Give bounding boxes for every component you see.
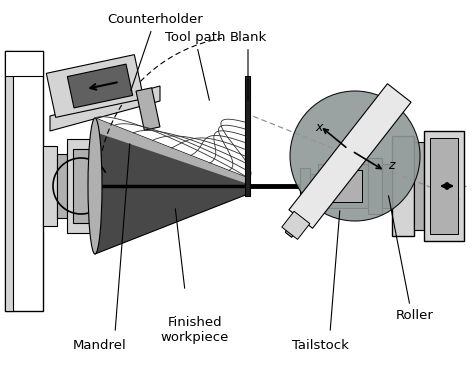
Bar <box>430 138 458 234</box>
Text: x: x <box>315 121 322 134</box>
Bar <box>318 164 368 208</box>
Text: Finished
workpiece: Finished workpiece <box>161 316 229 344</box>
Polygon shape <box>289 84 411 228</box>
Polygon shape <box>136 88 160 130</box>
Circle shape <box>290 91 420 221</box>
Text: Tool path: Tool path <box>165 31 225 100</box>
Bar <box>324 170 362 202</box>
Bar <box>43 146 57 226</box>
Text: Mandrel: Mandrel <box>73 339 127 352</box>
Polygon shape <box>285 214 307 237</box>
Bar <box>67 139 95 233</box>
Polygon shape <box>282 211 310 239</box>
Polygon shape <box>67 64 133 108</box>
Text: Counterholder: Counterholder <box>107 13 203 91</box>
Bar <box>5 51 43 76</box>
Polygon shape <box>95 118 248 184</box>
Text: Blank: Blank <box>229 31 266 100</box>
Polygon shape <box>95 118 248 254</box>
Bar <box>5 51 13 311</box>
Bar <box>424 131 464 241</box>
Bar <box>382 164 392 208</box>
Text: Roller: Roller <box>396 309 434 322</box>
Polygon shape <box>50 86 160 131</box>
Bar <box>245 76 250 196</box>
Ellipse shape <box>88 118 102 254</box>
Bar <box>300 168 310 204</box>
Bar <box>392 136 414 236</box>
Bar <box>57 154 67 218</box>
Bar <box>414 142 424 230</box>
Polygon shape <box>46 55 144 117</box>
Bar <box>73 149 89 223</box>
Text: z: z <box>388 159 394 172</box>
Bar <box>5 51 43 311</box>
Bar <box>310 174 318 198</box>
Text: Tailstock: Tailstock <box>292 339 348 352</box>
Bar <box>368 158 382 214</box>
